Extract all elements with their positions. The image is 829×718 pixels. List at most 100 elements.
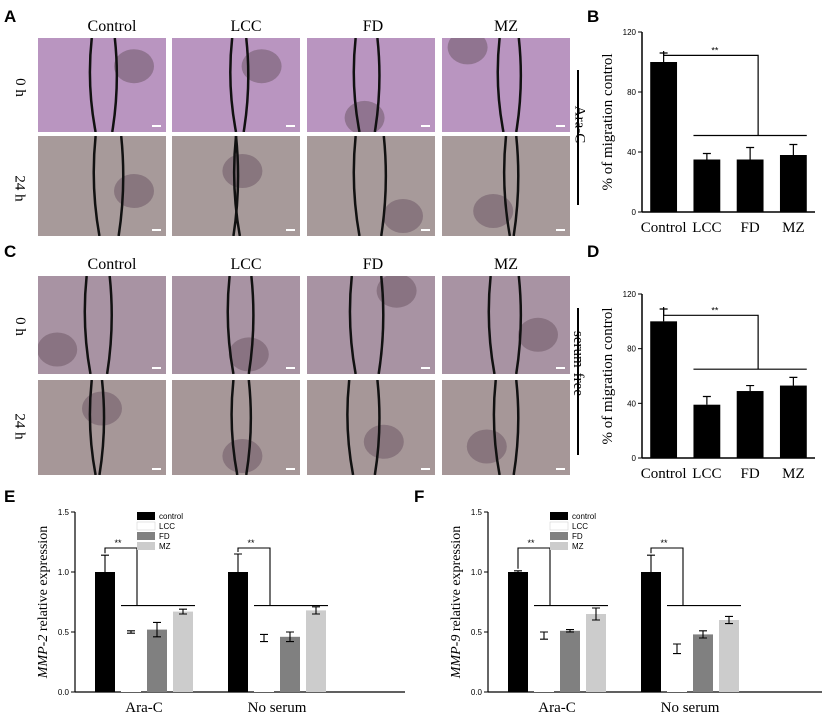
legend-label-control: control — [572, 512, 596, 521]
panel-letter-d: D — [587, 242, 600, 261]
micrograph-c-0h-fd — [307, 276, 435, 374]
error-bar — [673, 643, 681, 655]
y-tick-label: 0.0 — [58, 688, 70, 697]
error-bar — [592, 607, 600, 621]
y-tick-label: 120 — [623, 28, 637, 37]
x-tick-label: Control — [641, 466, 687, 482]
micrograph-a-24h-mz — [442, 136, 570, 236]
x-tick-label: No serum — [248, 700, 307, 716]
x-tick-label: LCC — [692, 220, 721, 236]
micrograph-a-0h-lcc — [172, 38, 300, 132]
legend-label-control: control — [159, 512, 183, 521]
x-tick-label: FD — [741, 220, 760, 236]
y-tick-label: 1.0 — [58, 568, 70, 577]
micrograph-c-0h-mz — [442, 276, 570, 374]
x-tick-label: MZ — [782, 466, 805, 482]
significance-label: ** — [247, 538, 255, 548]
bar-mz — [779, 385, 807, 458]
bar-mz-1 — [306, 610, 326, 692]
error-bar — [702, 395, 711, 405]
micrograph-c-24h-fd — [307, 380, 435, 475]
c-col-label-control: Control — [87, 256, 137, 273]
legend-swatch-mz — [550, 542, 568, 550]
bar-lcc-1 — [254, 638, 274, 692]
y-tick-label: 0.5 — [471, 628, 483, 637]
y-tick-label: 1.5 — [471, 508, 483, 517]
error-bar — [702, 152, 711, 160]
y-tick-label: 1.0 — [471, 568, 483, 577]
significance-bracket — [104, 547, 138, 606]
error-bar — [514, 570, 522, 574]
bar-control-1 — [641, 572, 661, 692]
bar-fd — [736, 391, 764, 458]
bar-fd — [736, 159, 764, 212]
significance-label: ** — [114, 538, 122, 548]
bar-lcc-0 — [121, 632, 141, 692]
bar-control — [650, 62, 678, 212]
panel-letter-f: F — [414, 487, 425, 506]
error-bar — [234, 553, 242, 591]
significance-label: ** — [711, 45, 719, 55]
panel-letter-c: C — [4, 242, 17, 261]
significance-bracket — [650, 547, 684, 606]
legend-swatch-mz — [137, 542, 155, 550]
bar-fd-1 — [693, 634, 713, 692]
chart-e: 0.0 0.5 1.0 1.5 ** Ara-C ** No serum controlLCCF… — [36, 508, 405, 716]
a-col-label-lcc: LCC — [230, 18, 262, 35]
panel-letter-e: E — [4, 487, 16, 506]
y-tick-label: 0.5 — [58, 628, 70, 637]
y-axis-label: % of migration control — [600, 307, 616, 444]
error-bar — [746, 384, 755, 392]
c-col-label-fd: FD — [362, 256, 384, 273]
legend-label-fd: FD — [572, 532, 583, 541]
a-col-label-fd: FD — [362, 18, 384, 35]
bar-lcc — [693, 159, 721, 212]
legend-label-mz: MZ — [572, 542, 584, 551]
error-bar — [312, 606, 320, 615]
legend-swatch-fd — [137, 532, 155, 540]
y-tick-label: 40 — [627, 399, 636, 408]
error-bar — [725, 615, 733, 625]
significance-label: ** — [527, 538, 535, 548]
micrograph-a-24h-lcc — [172, 136, 300, 236]
bar-lcc — [693, 404, 721, 458]
x-tick-label: FD — [741, 466, 760, 482]
error-bar — [647, 554, 655, 590]
chart-f: 0.0 0.5 1.0 1.5 ** Ara-C ** No serum controlLCCF… — [449, 508, 822, 716]
error-bar — [286, 631, 294, 643]
a-treatment-bracket — [577, 70, 579, 205]
micrograph-a-24h-control — [38, 136, 166, 236]
y-tick-label: 80 — [627, 88, 636, 97]
y-axis-label: MMP-9 relative expression — [449, 526, 464, 679]
y-tick-label: 40 — [627, 148, 636, 157]
bar-mz-1 — [719, 620, 739, 692]
micrograph-a-24h-fd — [307, 136, 435, 236]
micrograph-c-24h-control — [38, 380, 166, 475]
error-bar — [179, 608, 187, 615]
micrograph-c-0h-control — [38, 276, 166, 374]
error-bar — [746, 146, 755, 160]
chart-b: 0 40 80 120 Control LCC FD MZ ** % of migration c… — [600, 28, 815, 236]
micrograph-a-0h-mz — [442, 38, 570, 132]
bar-mz-0 — [173, 611, 193, 692]
legend-swatch-lcc — [549, 521, 569, 531]
c-col-label-mz: MZ — [494, 256, 518, 273]
bar-lcc-1 — [667, 648, 687, 692]
legend-swatch-lcc — [136, 521, 156, 531]
micrograph-a-0h-control — [38, 38, 166, 132]
y-tick-label: 0.0 — [471, 688, 483, 697]
legend-label-fd: FD — [159, 532, 170, 541]
bar-fd-0 — [147, 629, 167, 692]
significance-bracket — [663, 307, 759, 370]
error-bar — [789, 143, 798, 155]
a-col-label-control: Control — [87, 18, 137, 35]
error-bar — [540, 631, 548, 640]
error-bar — [260, 633, 268, 643]
c-row-label-24h: 24 h — [11, 413, 28, 440]
legend-swatch-control — [137, 512, 155, 520]
bar-control-0 — [95, 572, 115, 692]
error-bar — [127, 630, 135, 634]
bar-fd-1 — [280, 636, 300, 692]
x-tick-label: Ara-C — [125, 700, 163, 716]
bar-fd-0 — [560, 630, 580, 692]
